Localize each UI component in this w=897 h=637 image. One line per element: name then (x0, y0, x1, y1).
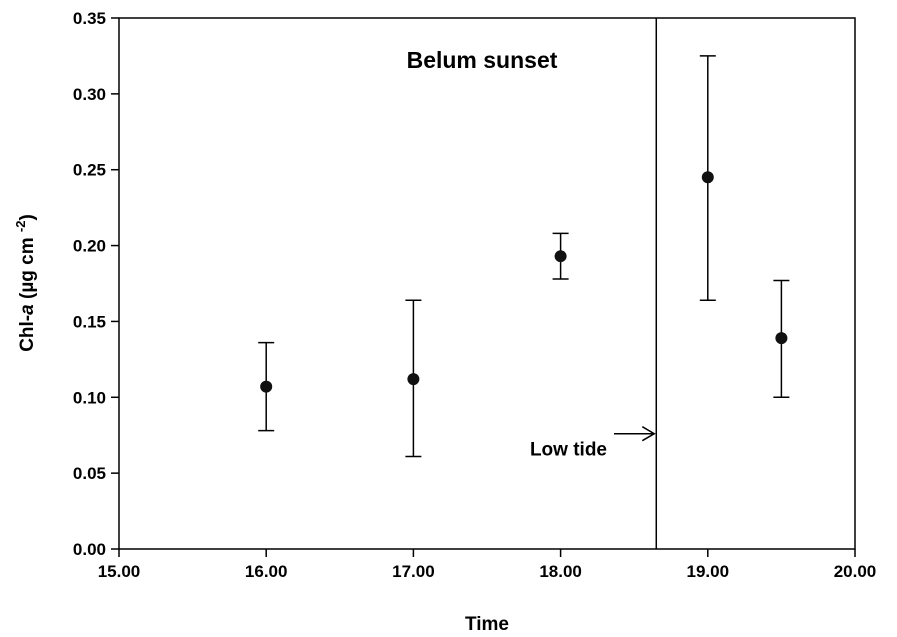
x-tick-label: 18.00 (539, 562, 582, 581)
plot-frame (118, 17, 856, 550)
data-points (258, 55, 790, 458)
y-tick-label: 0.10 (73, 388, 106, 407)
x-tick-label: 17.00 (392, 562, 435, 581)
x-axis: 15.00 16.00 17.00 18.00 19.00 20.00 (98, 549, 877, 581)
y-axis-title-italic: a (17, 304, 38, 315)
y-axis-title-close: ) (17, 214, 38, 220)
y-axis-title-prefix: Chl- (17, 315, 38, 352)
data-point (554, 250, 567, 263)
low-tide-arrow (614, 426, 656, 442)
low-tide-label: Low tide (530, 440, 607, 461)
y-tick-label: 0.20 (73, 237, 106, 256)
y-tick-label: 0.35 (73, 9, 106, 28)
y-tick-label: 0.05 (73, 464, 106, 483)
x-tick-label: 15.00 (98, 562, 141, 581)
data-point (701, 171, 714, 184)
site-label: Belum sunset (407, 47, 558, 73)
y-tick-label: 0.30 (73, 85, 106, 104)
x-tick-label: 16.00 (245, 562, 288, 581)
x-axis-title: Time (465, 614, 509, 635)
y-axis-title-superscript: -2 (13, 221, 28, 233)
y-tick-label: 0.00 (73, 540, 106, 559)
y-axis-title-unit: (µg cm (17, 232, 38, 304)
x-tick-label: 20.00 (834, 562, 877, 581)
x-tick-label: 19.00 (687, 562, 730, 581)
low-tide-arrow-head (641, 426, 656, 442)
data-point (407, 373, 420, 386)
y-tick-label: 0.25 (73, 161, 106, 180)
data-point (775, 332, 788, 345)
y-axis-title: Chl-a (µg cm -2) (13, 214, 38, 352)
y-axis: 0.00 0.05 0.10 0.15 0.20 0.25 0.30 0.35 (73, 9, 119, 559)
data-point (260, 380, 273, 393)
y-tick-label: 0.15 (73, 312, 106, 331)
